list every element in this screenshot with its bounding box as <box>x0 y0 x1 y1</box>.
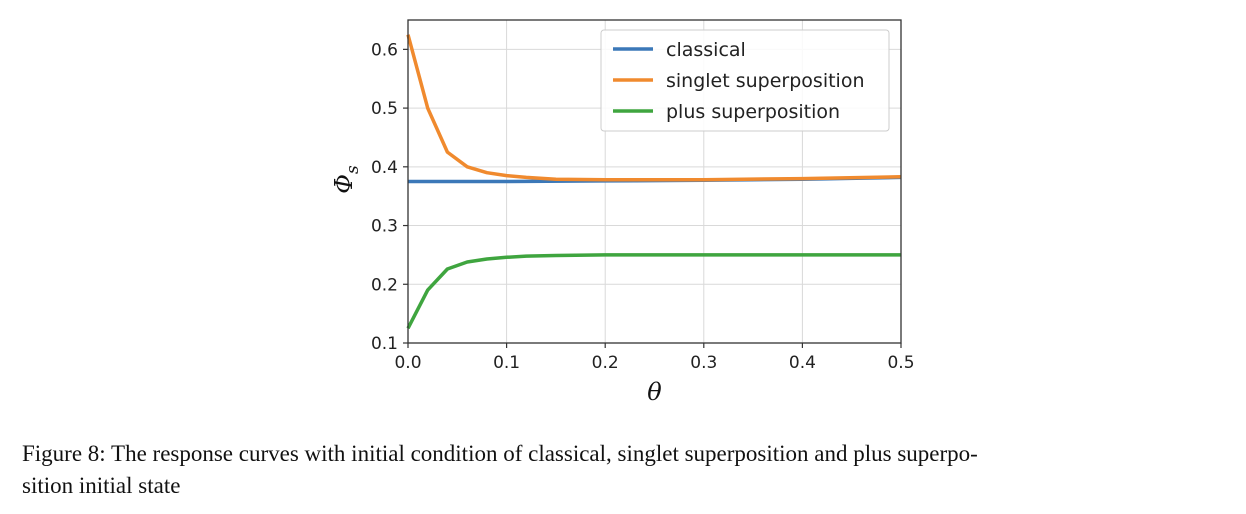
x-tick-label: 0.2 <box>592 353 619 373</box>
axis-ticks: 0.0 0.1 0.2 0.3 0.4 0.50.10.20.30.40.50.6 <box>371 40 915 373</box>
legend-label: classical <box>666 39 746 61</box>
legend-box <box>600 29 890 132</box>
series-line-plus-superposition <box>406 253 901 330</box>
y-tick-label: 0.5 <box>371 99 398 119</box>
y-tick-label: 0.2 <box>371 275 398 295</box>
figure-caption: Figure 8: The response curves with initi… <box>22 438 1227 502</box>
y-axis-label-subscript: s <box>343 165 363 174</box>
series-lines <box>406 34 902 330</box>
response-curves-chart: 0.0 0.1 0.2 0.3 0.4 0.50.10.20.30.40.50.6 θ Φ… <box>330 19 915 406</box>
legend-label: singlet superposition <box>666 70 865 92</box>
y-tick-label: 0.4 <box>371 158 398 178</box>
y-tick-label: 0.1 <box>371 334 398 354</box>
x-tick-label: 0.0 <box>394 353 421 373</box>
x-tick-label: 0.1 <box>493 353 520 373</box>
series-line-singlet-superposition <box>406 34 902 182</box>
y-tick-label: 0.6 <box>371 40 398 60</box>
x-tick-label: 0.4 <box>789 353 816 373</box>
caption-line-1: Figure 8: The response curves with initi… <box>22 441 978 466</box>
legend-label: plus superposition <box>666 101 840 123</box>
x-tick-label: 0.5 <box>887 353 914 373</box>
x-tick-label: 0.3 <box>690 353 717 373</box>
y-tick-label: 0.3 <box>371 217 398 237</box>
x-axis-label: θ <box>647 378 662 406</box>
caption-line-2: sition initial state <box>22 473 181 498</box>
plot-frame <box>407 19 902 344</box>
legend: classical singlet superposition plus super… <box>600 29 890 132</box>
y-axis-label-main: Φ <box>330 174 358 194</box>
y-axis-label: Φs <box>330 165 363 194</box>
